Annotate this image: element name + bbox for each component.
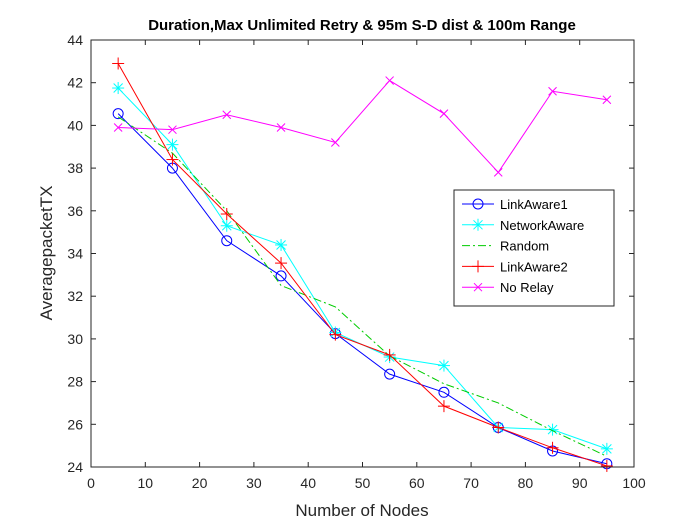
legend: LinkAware1 NetworkAware Random LinkAware2 No… (453, 189, 615, 307)
data-point-no-relay (548, 86, 557, 96)
data-point-linkaware2 (166, 153, 179, 166)
data-point-no-relay (222, 110, 232, 120)
legend-label: No Relay (500, 280, 554, 295)
series-linkaware2 (112, 57, 613, 472)
x-tick-label: 60 (409, 475, 425, 491)
data-point-no-relay (330, 138, 340, 147)
series-random (117, 116, 608, 457)
legend-label: LinkAware1 (500, 197, 568, 212)
y-tick-label: 34 (67, 246, 83, 262)
y-tick-label: 38 (67, 160, 83, 176)
data-point-linkaware2 (600, 459, 613, 472)
data-point-networkaware (220, 219, 233, 232)
x-tick-label: 40 (300, 475, 316, 491)
y-tick-label: 28 (67, 374, 83, 390)
legend-item-random: Random (462, 239, 549, 254)
series-line-no-relay (118, 79, 607, 174)
series-no-relay (113, 76, 612, 177)
y-tick-label: 42 (67, 75, 83, 91)
y-axis-label: AveragepacketTX (37, 186, 56, 321)
legend-marker (472, 218, 484, 231)
data-point-linkaware2 (275, 257, 288, 270)
data-point-no-relay (168, 125, 177, 135)
legend-label: NetworkAware (500, 218, 584, 233)
data-point-linkaware2 (492, 421, 505, 434)
y-tick-label: 30 (67, 331, 83, 347)
data-point-linkaware1 (275, 270, 287, 282)
series-line-linkaware2 (117, 63, 608, 467)
y-tick-label: 44 (67, 32, 83, 48)
legend-marker (473, 282, 483, 292)
data-point-linkaware1 (384, 368, 396, 380)
legend-item-networkaware: NetworkAware (462, 218, 584, 233)
x-tick-label: 100 (622, 475, 646, 491)
data-point-networkaware (600, 442, 613, 455)
data-point-linkaware1 (112, 108, 124, 120)
y-tick-label: 32 (67, 288, 83, 304)
x-tick-label: 0 (87, 475, 95, 491)
data-point-networkaware (275, 238, 288, 251)
legend-item-no-relay: No Relay (462, 280, 554, 295)
y-tick-labels: 24 26 28 30 32 34 36 38 40 42 44 (67, 32, 83, 475)
data-point-linkaware1 (438, 386, 450, 398)
data-point-networkaware (546, 423, 559, 436)
legend-marker (472, 198, 484, 210)
legend-box (453, 189, 615, 307)
data-point-networkaware (112, 82, 125, 95)
x-tick-label: 10 (138, 475, 154, 491)
data-point-no-relay (493, 168, 503, 177)
series-line-linkaware1 (117, 113, 607, 465)
axes-box (90, 39, 635, 468)
data-point-linkaware2 (437, 400, 450, 413)
series-layer (112, 57, 613, 472)
x-axis-label: Number of Nodes (295, 501, 428, 520)
chart-title: Duration,Max Unlimited Retry & 95m S-D d… (148, 17, 576, 34)
series-line-random (117, 116, 608, 457)
x-tick-label: 30 (246, 475, 262, 491)
x-tick-label: 50 (355, 475, 371, 491)
data-point-linkaware2 (220, 208, 233, 221)
data-point-no-relay (439, 109, 449, 119)
data-point-linkaware2 (112, 57, 125, 70)
data-point-no-relay (276, 123, 286, 132)
x-tick-label: 20 (192, 475, 208, 491)
data-point-no-relay (385, 76, 395, 85)
data-point-networkaware (166, 138, 179, 151)
y-tick-label: 24 (67, 459, 83, 475)
y-tick-label: 36 (67, 203, 83, 219)
legend-label: LinkAware2 (500, 259, 568, 274)
data-point-no-relay (113, 123, 123, 132)
x-tick-label: 90 (572, 475, 588, 491)
x-tick-labels: 0 10 20 30 40 50 60 70 80 90 100 (87, 475, 646, 491)
x-tick-label: 70 (463, 475, 479, 491)
data-point-linkaware2 (546, 441, 559, 454)
y-tick-label: 40 (67, 117, 83, 133)
y-tick-label: 26 (67, 416, 83, 432)
legend-marker (472, 260, 484, 273)
x-tick-label: 80 (518, 475, 534, 491)
data-point-no-relay (602, 95, 612, 105)
legend-item-linkaware1: LinkAware1 (462, 197, 568, 212)
data-point-linkaware1 (221, 235, 233, 247)
data-point-networkaware (437, 359, 450, 372)
data-point-linkaware2 (329, 328, 342, 341)
legend-label: Random (500, 239, 549, 254)
legend-item-linkaware2: LinkAware2 (462, 259, 568, 274)
data-point-linkaware2 (383, 348, 396, 361)
